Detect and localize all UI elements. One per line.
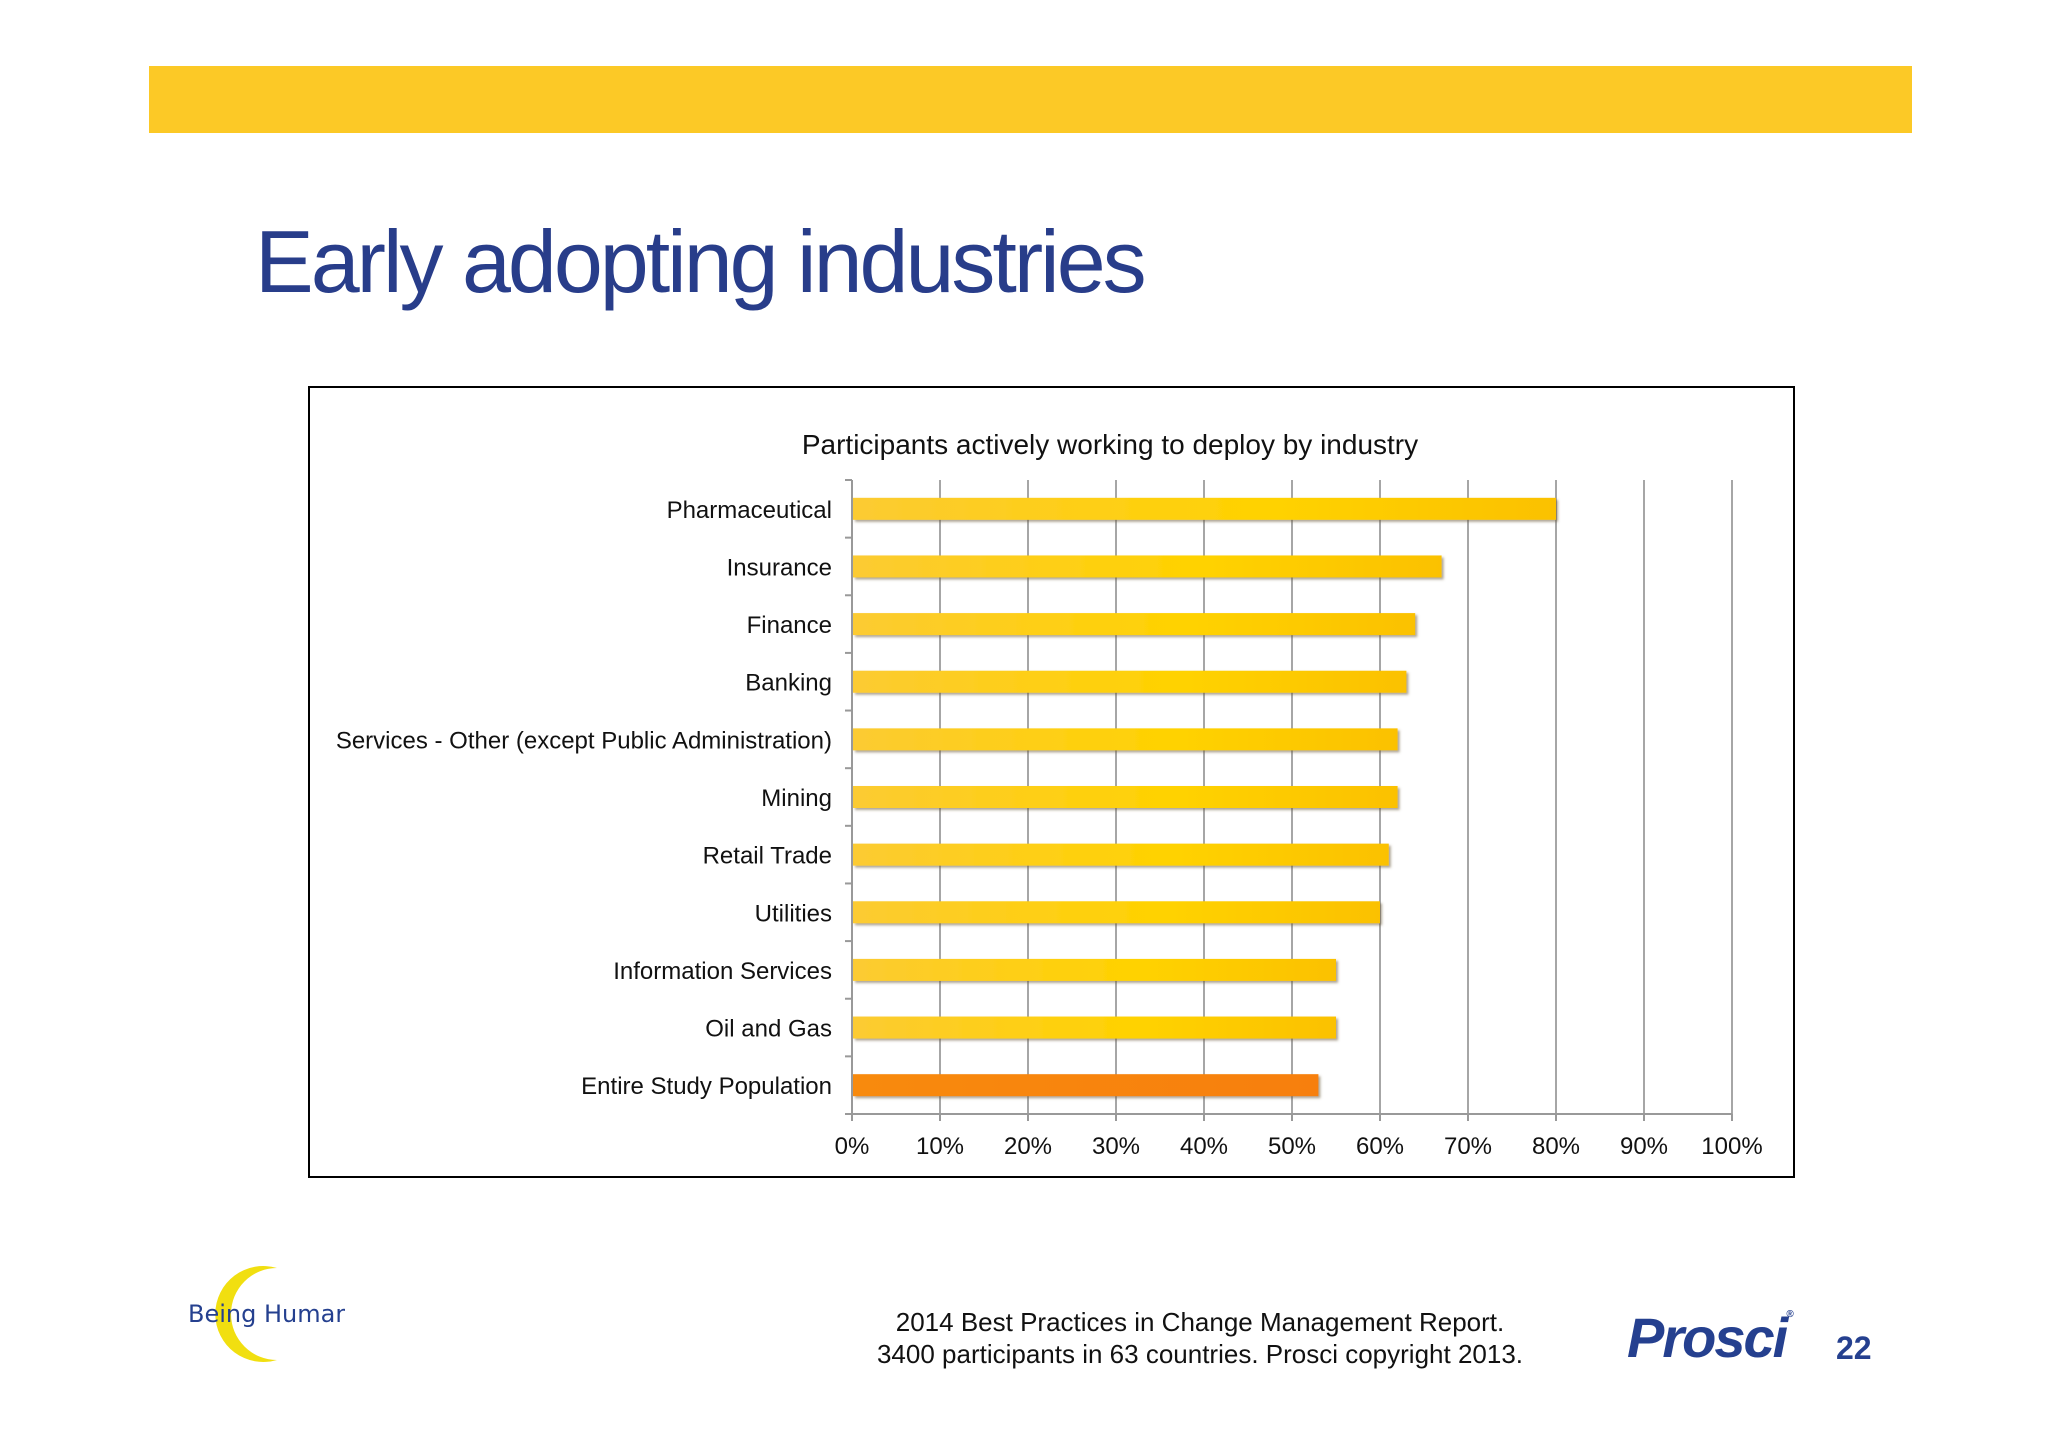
source-line-1: 2014 Best Practices in Change Management… (895, 1307, 1505, 1337)
prosci-logo: Prosci® (1627, 1310, 1794, 1366)
page-number: 22 (1836, 1330, 1872, 1366)
bar (853, 497, 1556, 520)
bar (853, 728, 1398, 751)
x-tick-label: 40% (1180, 1133, 1228, 1160)
category-label: Retail Trade (703, 843, 832, 870)
category-label: Insurance (727, 554, 832, 581)
bar (853, 786, 1398, 808)
bar (853, 613, 1416, 636)
category-label: Mining (761, 785, 832, 812)
x-tick-label: 70% (1444, 1133, 1492, 1160)
chart-title: Participants actively working to deploy … (802, 429, 1418, 460)
x-tick-label: 20% (1004, 1133, 1052, 1160)
registered-mark: ® (1786, 1309, 1794, 1320)
x-tick-label: 10% (916, 1133, 964, 1160)
category-label: Entire Study Population (581, 1073, 832, 1100)
bar (853, 958, 1336, 981)
x-tick-label: 30% (1092, 1133, 1140, 1160)
category-label: Pharmaceutical (667, 497, 832, 524)
bar-chart: Participants actively working to deploy … (336, 429, 1763, 1160)
being-human-logo: Being Human (185, 1260, 351, 1375)
x-tick-label: 100% (1701, 1133, 1762, 1160)
x-tick-label: 90% (1620, 1133, 1668, 1160)
source-citation: 2014 Best Practices in Change Management… (700, 1306, 1700, 1370)
category-label: Utilities (755, 900, 832, 927)
slide-title: Early adopting industries (255, 212, 1147, 311)
bar-highlight (853, 1074, 1319, 1097)
prosci-logo-text: Prosci (1627, 1306, 1788, 1369)
bar (853, 901, 1380, 924)
bar (853, 1016, 1336, 1039)
x-tick-label: 50% (1268, 1133, 1316, 1160)
category-label: Finance (747, 612, 832, 639)
top-accent-bar (149, 66, 1912, 133)
category-label: Information Services (613, 958, 832, 985)
category-label: Oil and Gas (705, 1016, 832, 1043)
bar (853, 843, 1389, 866)
x-tick-label: 80% (1532, 1133, 1580, 1160)
being-human-logo-text: Being Human (188, 1300, 345, 1328)
x-tick-label: 0% (835, 1133, 870, 1160)
bar (853, 670, 1407, 693)
x-tick-label: 60% (1356, 1133, 1404, 1160)
bar (853, 555, 1442, 578)
category-label: Services - Other (except Public Administ… (336, 727, 832, 754)
chart-frame: Participants actively working to deploy … (308, 386, 1795, 1178)
source-line-2: 3400 participants in 63 countries. Prosc… (876, 1339, 1524, 1369)
category-label: Banking (745, 670, 832, 697)
